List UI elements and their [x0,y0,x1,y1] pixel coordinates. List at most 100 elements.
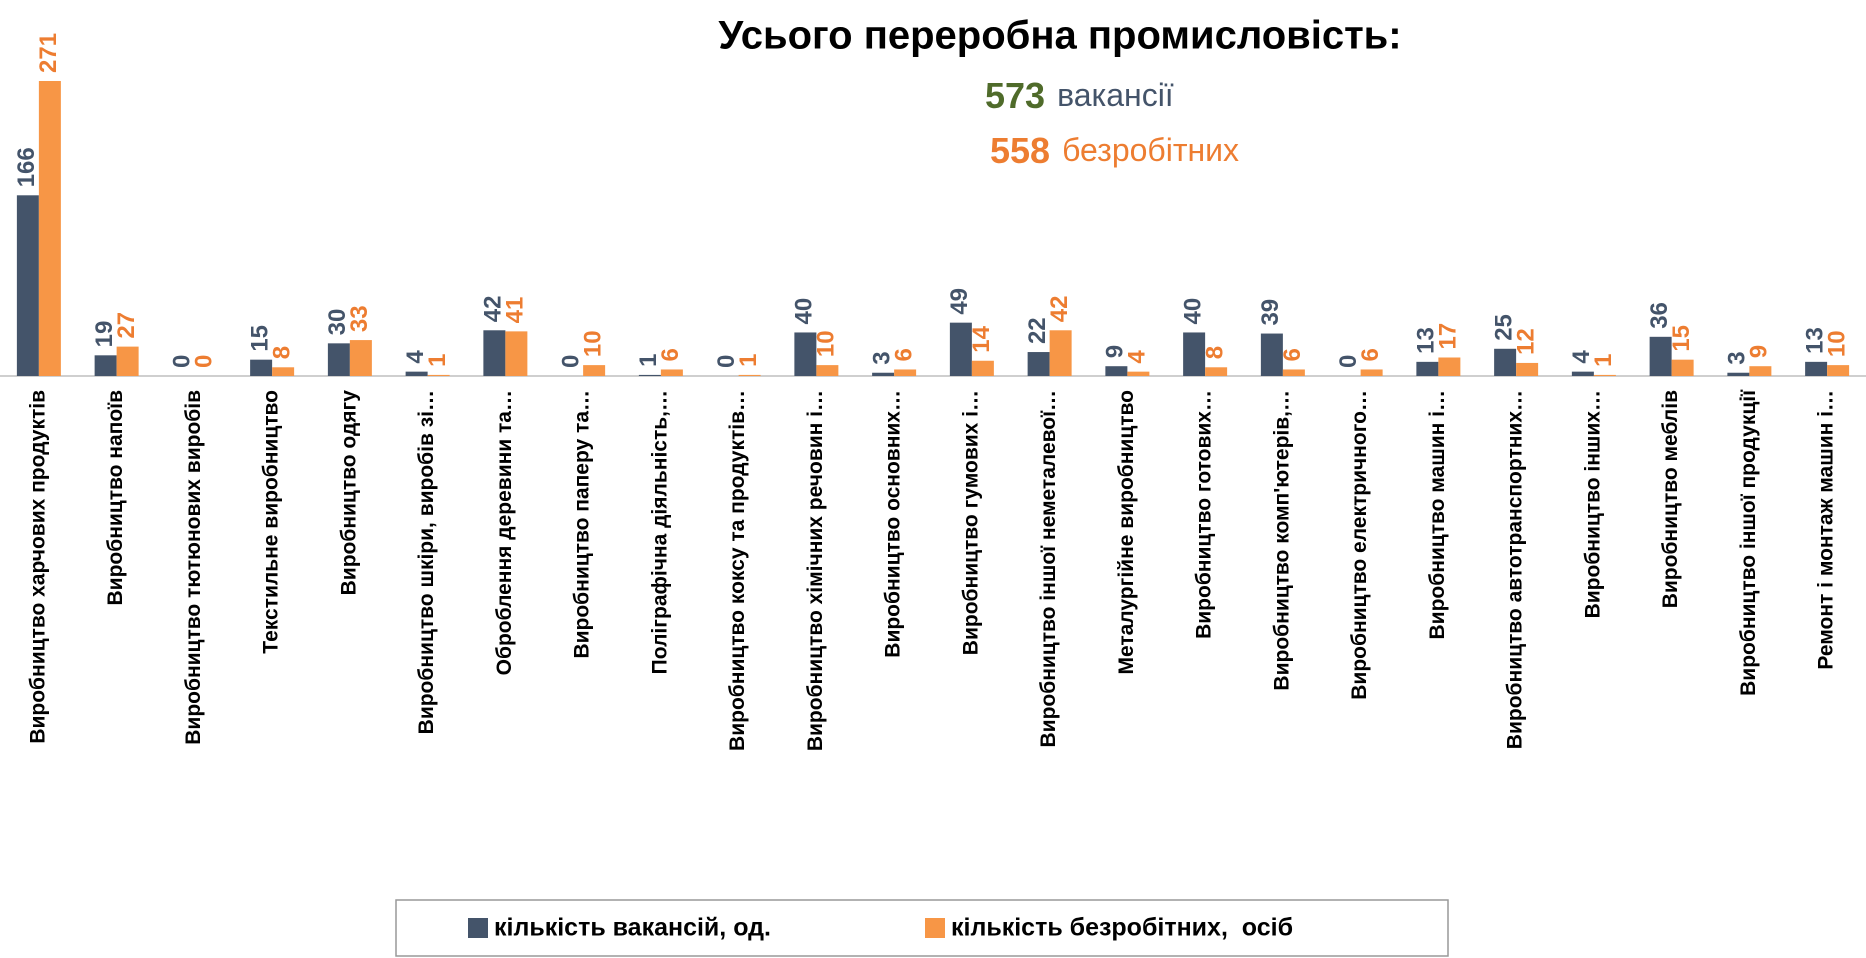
bar [1049,330,1072,376]
bar [1571,371,1594,376]
value-label: 9 [1746,345,1773,358]
bar [250,359,273,376]
x-tick-label: Виробництво інших… [1581,390,1604,618]
value-label: 13 [1801,327,1828,354]
bar [16,195,39,376]
value-label: 10 [579,330,606,357]
value-label: 39 [1257,299,1284,326]
x-tick-label: Виробництво харчових продуктів [26,390,49,744]
value-label: 0 [191,355,218,368]
value-label: 6 [657,348,684,361]
value-label: 1 [1590,354,1617,367]
x-tick-label: Металургійне виробництво [1115,390,1138,675]
bar [349,340,372,376]
bar [1805,361,1828,376]
value-label: 0 [557,355,584,368]
bar [1205,367,1228,376]
value-label: 4 [402,350,429,364]
value-label: 10 [1823,330,1850,357]
value-label: 36 [1646,302,1673,329]
bar [1027,352,1050,376]
bar [816,365,839,376]
legend-label: кількість вакансій, од. [494,914,771,942]
value-label: 42 [1046,296,1073,323]
bar [1494,348,1517,376]
bar [505,331,528,376]
bar [38,81,61,376]
bar [1282,369,1305,376]
bar [660,369,683,376]
value-label: 19 [91,321,118,348]
x-tick-label: Виробництво іншої неметалевої… [1037,390,1060,747]
annotation-text: вакансії [1057,77,1174,113]
bar [427,374,450,376]
legend-swatch [468,918,488,938]
value-label: 41 [502,297,529,324]
value-label: 10 [813,330,840,357]
value-label: 0 [713,355,740,368]
x-tick-label: Виробництво готових… [1193,390,1216,639]
x-tick-label: Виробництво тютюнових виробів [182,390,205,745]
bar [872,372,895,376]
x-tick-label: Виробництво машин і… [1426,390,1449,640]
bar [1416,361,1439,376]
x-tick-label: Виробництво коксу та продуктів… [726,390,749,751]
value-label: 3 [868,351,895,364]
value-label: 25 [1490,314,1517,341]
bar [272,367,295,376]
value-label: 22 [1024,317,1051,344]
x-tick-label: Виробництво хімічних речовин і… [804,390,827,751]
annotation-text: безробітних [1062,132,1239,168]
value-label: 1 [424,354,451,367]
x-tick-label: Виробництво шкіри, виробів зі… [415,390,438,734]
value-label: 15 [1668,325,1695,352]
x-tick-label: Виробництво основних… [882,390,905,658]
legend-box [395,899,1449,957]
bar [116,346,139,376]
bar [583,365,606,376]
annotation: 558 безробітних [990,130,1239,171]
value-label: 42 [480,296,507,323]
x-tick-label: Виробництво комп'ютерів,… [1270,390,1293,691]
bar [1593,374,1616,376]
bar [794,332,817,376]
bar [1671,359,1694,376]
annotation-number: 558 [990,130,1050,171]
bar [1727,372,1750,376]
value-label: 1 [635,354,662,367]
legend-swatch [925,918,945,938]
bar [405,371,428,376]
value-label: 49 [946,288,973,315]
x-tick-label: Виробництво паперу та… [571,390,594,659]
value-label: 166 [13,147,40,187]
annotation: 573 вакансії [985,75,1174,116]
value-label: 4 [1568,350,1595,364]
value-label: 40 [1179,298,1206,325]
x-tick-label: Текстильне виробництво [260,390,283,654]
value-label: 30 [324,309,351,336]
value-label: 8 [268,346,295,359]
value-label: 271 [35,33,62,73]
legend-label: кількість безробітних, осіб [951,914,1293,942]
annotation-number: 573 [985,75,1045,116]
value-label: 27 [113,312,140,339]
value-label: 15 [246,325,273,352]
value-label: 13 [1413,327,1440,354]
value-label: 17 [1435,323,1462,350]
bar [1827,365,1850,376]
bar [1360,369,1383,376]
value-label: 0 [169,355,196,368]
value-label: 4 [1124,350,1151,364]
bar [1649,336,1672,376]
bar [638,374,661,376]
chart-title: Усього переробна промисловість: [718,14,1401,58]
bar [94,355,117,376]
value-label: 6 [1279,348,1306,361]
bar [1749,366,1772,376]
x-tick-label: Виробництво іншої продукції [1737,389,1760,696]
x-tick-label: Виробництво гумових і… [959,390,982,655]
bar [1127,371,1150,376]
bar [894,369,917,376]
x-tick-label: Поліграфічна діяльність,… [648,390,671,674]
